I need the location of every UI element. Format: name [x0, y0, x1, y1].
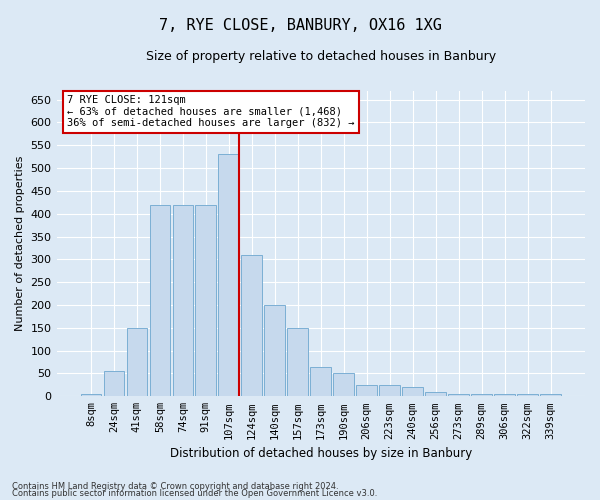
Bar: [540, 394, 561, 396]
Title: Size of property relative to detached houses in Banbury: Size of property relative to detached ho…: [146, 50, 496, 63]
Bar: [356, 385, 377, 396]
Bar: [334, 374, 354, 396]
Bar: [379, 385, 400, 396]
Bar: [149, 204, 170, 396]
Bar: [287, 328, 308, 396]
Bar: [173, 204, 193, 396]
Bar: [218, 154, 239, 396]
Text: 7 RYE CLOSE: 121sqm
← 63% of detached houses are smaller (1,468)
36% of semi-det: 7 RYE CLOSE: 121sqm ← 63% of detached ho…: [67, 95, 355, 128]
Bar: [265, 305, 285, 396]
Bar: [127, 328, 147, 396]
Bar: [403, 387, 423, 396]
Text: Contains public sector information licensed under the Open Government Licence v3: Contains public sector information licen…: [12, 489, 377, 498]
Bar: [494, 394, 515, 396]
Bar: [517, 394, 538, 396]
Bar: [448, 394, 469, 396]
Text: Contains HM Land Registry data © Crown copyright and database right 2024.: Contains HM Land Registry data © Crown c…: [12, 482, 338, 491]
Bar: [310, 366, 331, 396]
Bar: [425, 392, 446, 396]
Bar: [241, 255, 262, 396]
Bar: [196, 204, 216, 396]
Bar: [472, 394, 492, 396]
Bar: [80, 394, 101, 396]
Bar: [104, 371, 124, 396]
Y-axis label: Number of detached properties: Number of detached properties: [15, 156, 25, 331]
Text: 7, RYE CLOSE, BANBURY, OX16 1XG: 7, RYE CLOSE, BANBURY, OX16 1XG: [158, 18, 442, 32]
X-axis label: Distribution of detached houses by size in Banbury: Distribution of detached houses by size …: [170, 447, 472, 460]
